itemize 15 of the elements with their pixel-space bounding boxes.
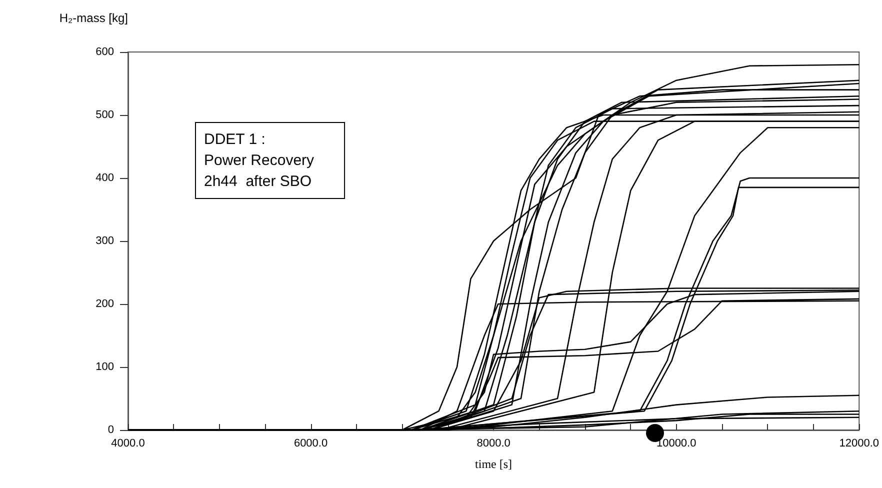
y-tick-label: 100	[96, 361, 114, 373]
y-tick-label: 300	[96, 235, 114, 247]
y-tick-label: 600	[96, 46, 114, 58]
x-axis-title: time [s]	[475, 457, 512, 471]
y-tick-label: 400	[96, 172, 114, 184]
y-tick-label: 200	[96, 298, 114, 310]
x-tick-label: 6000.0	[294, 438, 328, 450]
x-tick-label: 8000.0	[476, 438, 510, 450]
x-tick-label: 4000.0	[111, 438, 145, 450]
x-tick-label: 10000.0	[656, 438, 696, 450]
annotation: DDET 1 : Power Recovery 2h44 after SBO	[204, 131, 315, 190]
y-axis-title: H₂-mass [kg]	[59, 11, 128, 25]
x-tick-label: 12000.0	[839, 438, 879, 450]
y-tick-label: 0	[108, 424, 114, 436]
y-tick-label: 500	[96, 109, 114, 121]
